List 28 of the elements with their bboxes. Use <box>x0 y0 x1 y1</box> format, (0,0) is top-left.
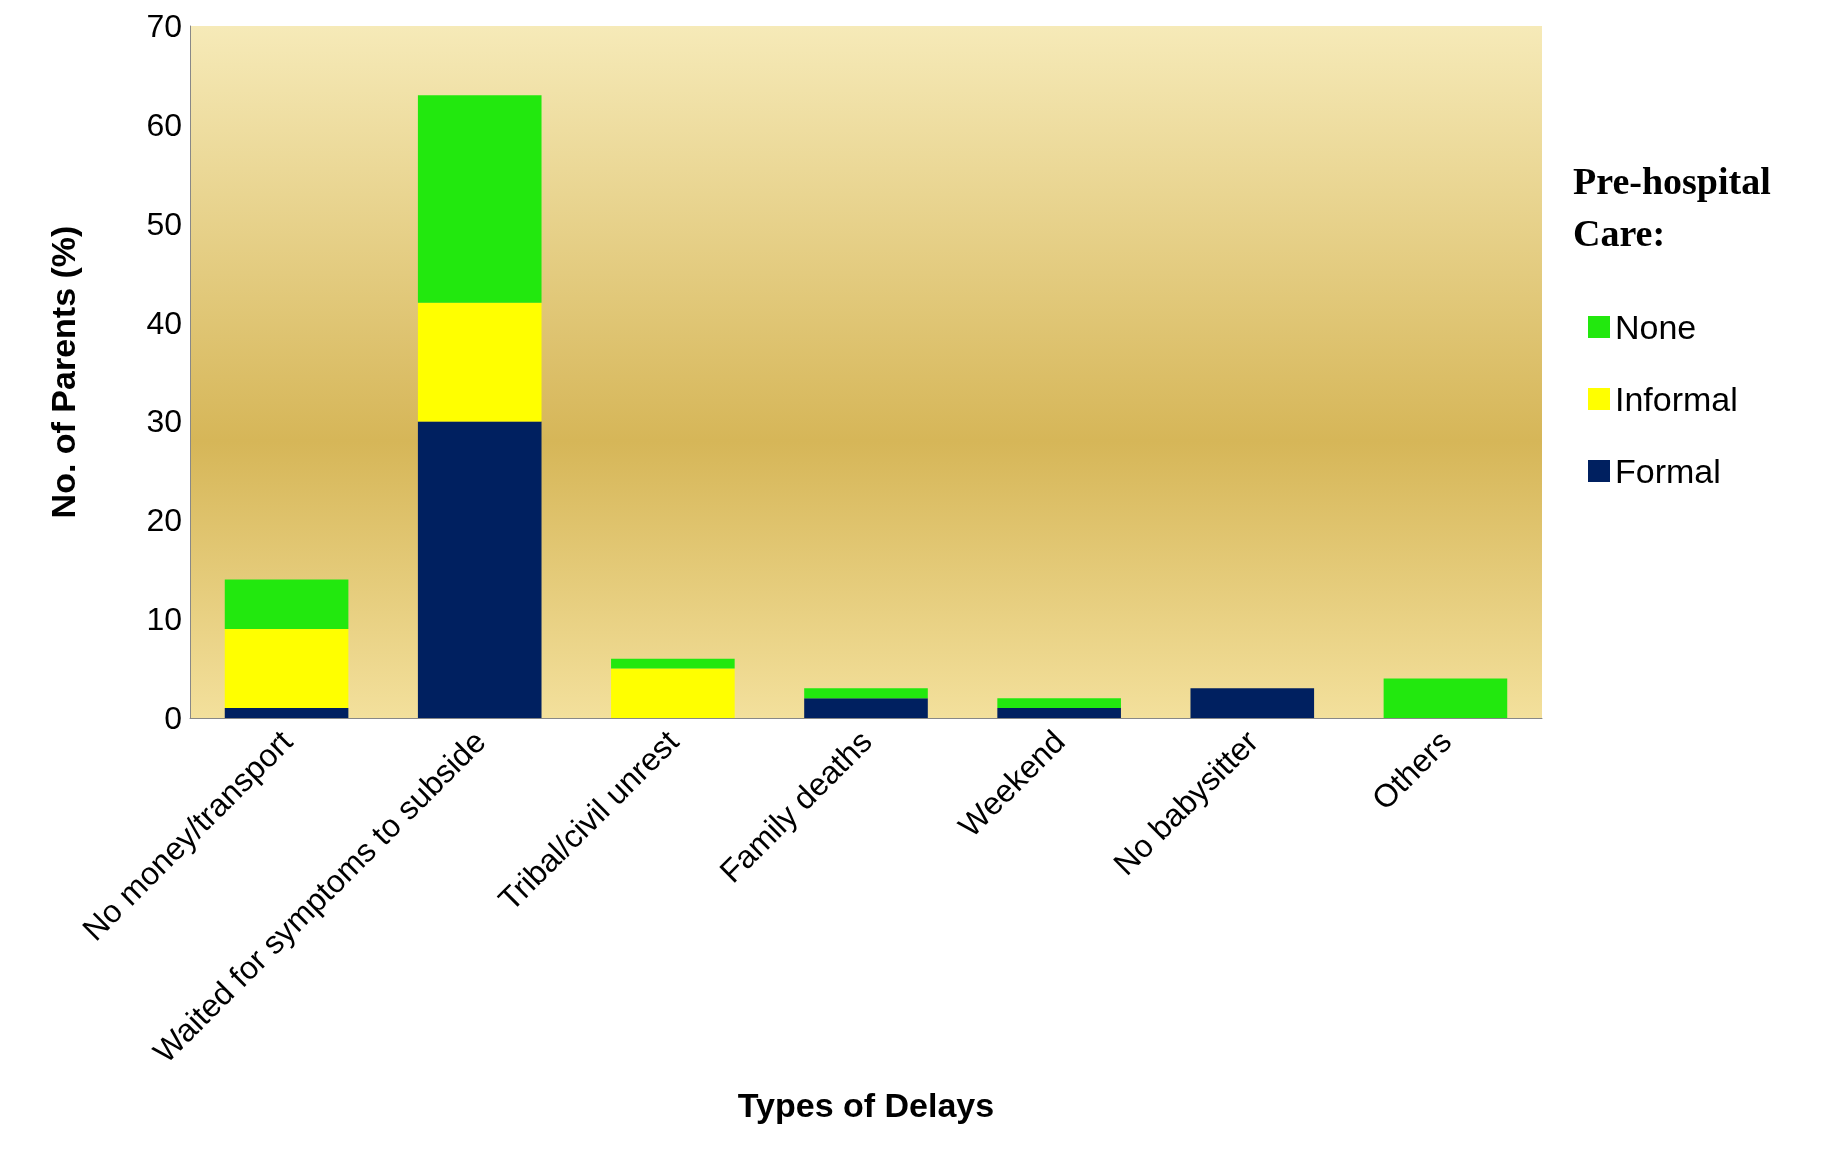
y-tick-label: 70 <box>146 8 182 44</box>
bar <box>417 421 542 718</box>
y-tick-label: 10 <box>146 601 182 638</box>
legend-title: Pre-hospital Care: <box>1573 160 1781 254</box>
y-tick-label: 60 <box>146 106 182 143</box>
y-axis-title: No. of Parents (%) <box>44 225 82 519</box>
y-tick-label: 20 <box>146 502 182 539</box>
x-axis-title: Types of Delays <box>737 1086 995 1124</box>
legend-label: Formal <box>1615 452 1721 490</box>
bar <box>611 668 735 718</box>
bar <box>611 658 735 669</box>
bar <box>224 629 349 709</box>
y-tick-label: 40 <box>146 304 182 341</box>
y-tick-label: 0 <box>164 700 182 736</box>
legend-label: None <box>1615 308 1697 346</box>
legend-label: Informal <box>1615 380 1738 418</box>
bar <box>224 579 349 630</box>
bar <box>417 302 542 422</box>
bar <box>417 95 542 303</box>
bar <box>1190 688 1315 718</box>
y-tick-label: 50 <box>146 205 182 242</box>
bar <box>804 688 928 699</box>
bar <box>804 698 928 718</box>
bar <box>224 708 349 718</box>
bar <box>997 708 1121 718</box>
bar <box>997 698 1121 709</box>
y-tick-label: 30 <box>146 403 182 440</box>
bar <box>1383 678 1508 718</box>
